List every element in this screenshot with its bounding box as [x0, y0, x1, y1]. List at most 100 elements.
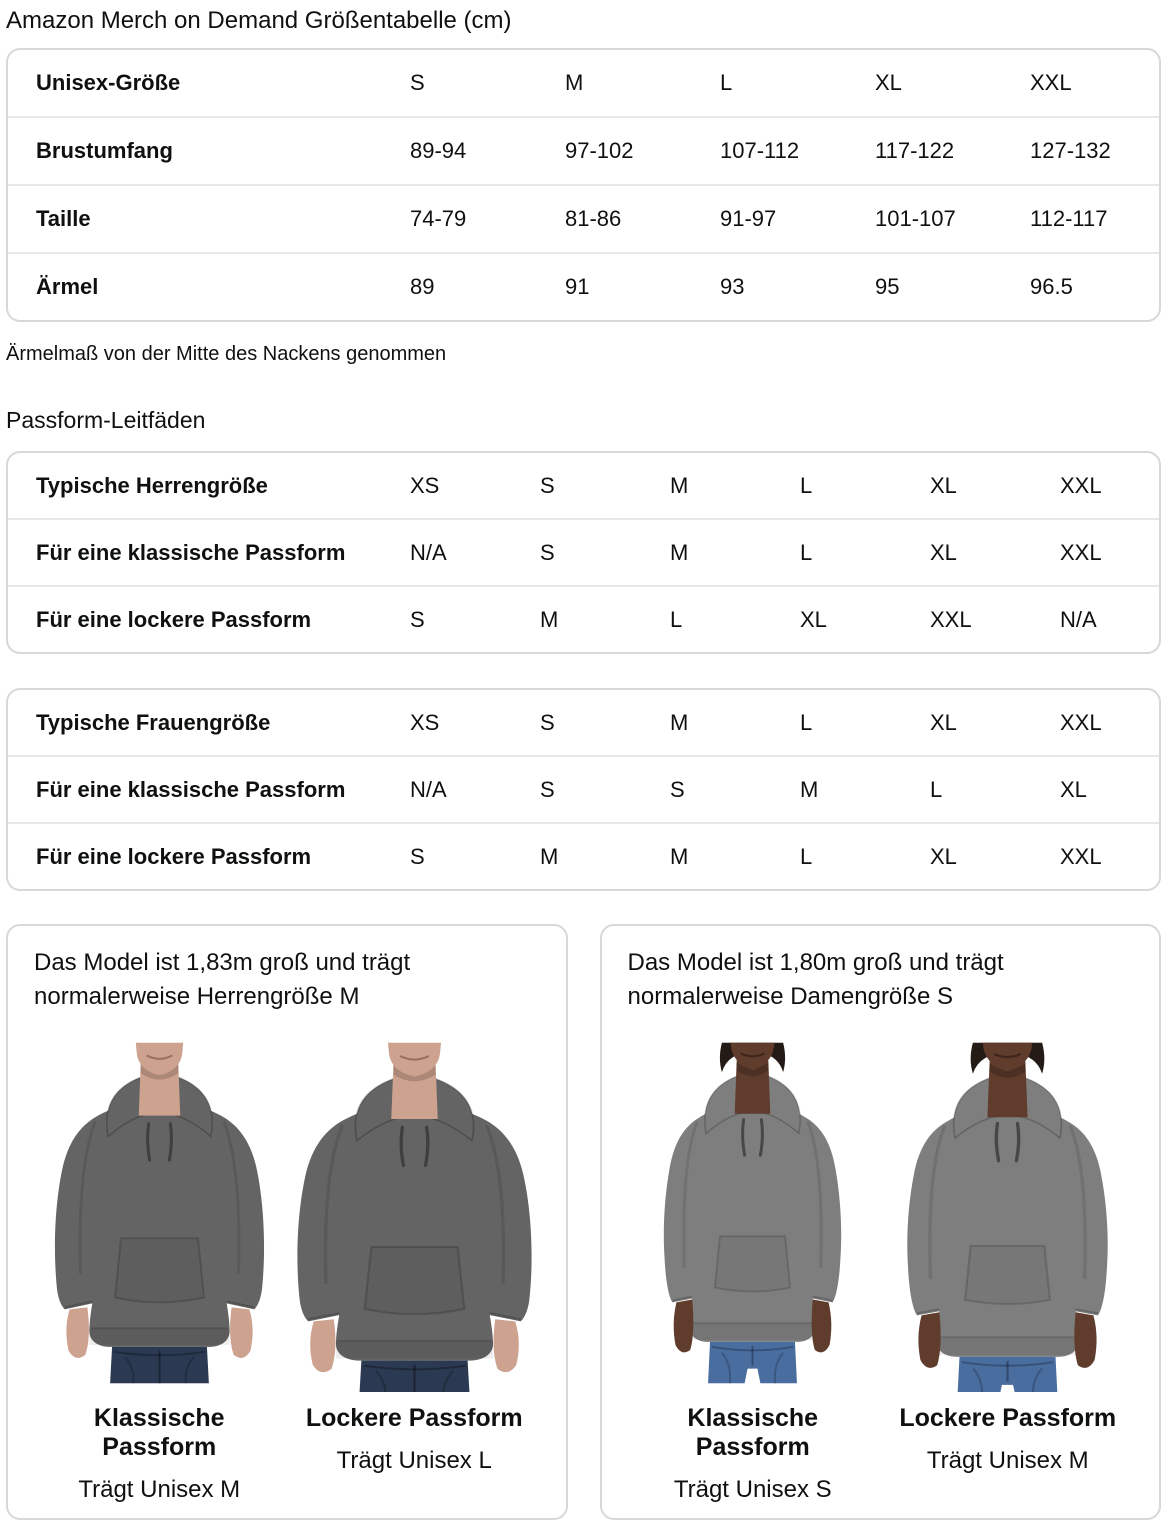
table-row: Taille 74-79 81-86 91-97 101-107 112-117 [8, 184, 1159, 252]
row-cell: S [540, 709, 555, 735]
row-cell: M [670, 709, 689, 735]
row-cell: XXL [1060, 539, 1102, 565]
row-cell: S [540, 776, 555, 802]
row-cell: XL [930, 843, 957, 869]
row-label: Typische Frauengröße [36, 709, 271, 735]
model-photo-man-classic-fit [36, 1034, 283, 1392]
row-cell: L [800, 472, 813, 498]
row-label: Für eine lockere Passform [36, 606, 312, 632]
row-cell: 101-107 [875, 206, 956, 231]
row-cell: 117-122 [875, 138, 955, 163]
row-cell: 93 [720, 274, 745, 299]
row-label: Taille [36, 206, 91, 231]
figures-row: Klassische Passform Trägt Unisex M Locke… [32, 1034, 542, 1504]
figure-wears-label: Trägt Unisex M [926, 1447, 1089, 1474]
model-photo-man-loose-fit [291, 1034, 538, 1392]
figure-wears-label: Trägt Unisex S [673, 1476, 832, 1503]
row-cell: M [670, 539, 689, 565]
row-cell: XXL [1060, 843, 1102, 869]
row-cell: 112-117 [1030, 206, 1108, 231]
figure-wears-label: Trägt Unisex M [78, 1476, 241, 1503]
figure-wears-label: Trägt Unisex L [336, 1447, 492, 1474]
table-row: Unisex-Größe S M L XL XXL [8, 50, 1159, 116]
row-cell: M [540, 606, 559, 632]
fit-guides-heading: Passform-Leitfäden [6, 407, 206, 433]
row-cell: 91-97 [720, 206, 777, 231]
row-cell: S [410, 606, 425, 632]
row-cell: XS [410, 472, 440, 498]
model-card-men: Das Model ist 1,83m groß und trägt norma… [6, 924, 568, 1520]
row-label: Typische Herrengröße [36, 472, 268, 498]
figure-fit-label: Klassische Passform [93, 1404, 225, 1461]
size-chart-table: Unisex-Größe S M L XL XXL Brustumfang 89… [6, 48, 1161, 322]
figure-loose-fit: Lockere Passform Trägt Unisex L [291, 1034, 538, 1504]
fit-table-men: Typische Herrengröße XS S M L XL XXL Für… [6, 451, 1161, 654]
figure-fit-label: Klassische Passform [687, 1404, 819, 1461]
row-cell: L [800, 843, 813, 869]
row-cell: S [410, 843, 425, 869]
page-title: Amazon Merch on Demand Größentabelle (cm… [6, 7, 512, 34]
table-row: Typische Herrengröße XS S M L XL XXL [8, 453, 1159, 518]
row-cell: M [540, 843, 559, 869]
figure-fit-label: Lockere Passform [305, 1404, 523, 1432]
row-cell: L [800, 539, 813, 565]
row-cell: L [930, 776, 943, 802]
table-row: Für eine lockere Passform S M M L XL XXL [8, 822, 1159, 889]
row-label: Für eine klassische Passform [36, 539, 346, 565]
row-cell: M [565, 70, 584, 95]
row-cell: M [670, 472, 689, 498]
row-cell: XXL [1060, 709, 1102, 735]
row-cell: XL [800, 606, 827, 632]
table-row: Für eine klassische Passform N/A S M L X… [8, 518, 1159, 585]
row-label: Ärmel [36, 274, 99, 299]
row-cell: XXL [1060, 472, 1102, 498]
row-cell: S [540, 539, 555, 565]
row-cell: XL [1060, 776, 1087, 802]
table-row: Ärmel 89 91 93 95 96.5 [8, 252, 1159, 320]
row-cell: 89-94 [410, 138, 467, 163]
row-label: Für eine lockere Passform [36, 843, 312, 869]
table-row: Für eine lockere Passform S M L XL XXL N… [8, 585, 1159, 652]
row-cell: 96.5 [1030, 274, 1073, 299]
model-card-women: Das Model ist 1,80m groß und trägt norma… [599, 924, 1161, 1520]
row-cell: S [410, 70, 425, 95]
model-photo-woman-loose-fit [884, 1034, 1131, 1392]
row-cell: XL [930, 472, 957, 498]
table-row: Brustumfang 89-94 97-102 107-112 117-122… [8, 116, 1159, 184]
row-cell: 107-112 [720, 138, 800, 163]
row-cell: XS [410, 709, 440, 735]
row-cell: XL [875, 70, 902, 95]
row-cell: N/A [1060, 606, 1097, 632]
sleeve-measure-note: Ärmelmaß von der Mitte des Nackens genom… [6, 343, 447, 365]
row-cell: M [670, 843, 689, 869]
row-cell: L [720, 70, 733, 95]
row-cell: 81-86 [565, 206, 622, 231]
row-cell: 95 [875, 274, 900, 299]
row-cell: 91 [565, 274, 590, 299]
row-cell: 89 [410, 274, 435, 299]
model-description: Das Model ist 1,83m groß und trägt norma… [34, 949, 411, 1010]
row-cell: XXL [930, 606, 972, 632]
figure-classic-fit: Klassische Passform Trägt Unisex S [629, 1034, 876, 1504]
figure-loose-fit: Lockere Passform Trägt Unisex M [884, 1034, 1131, 1504]
figure-fit-label: Lockere Passform [899, 1404, 1117, 1432]
row-label: Unisex-Größe [36, 70, 181, 95]
row-cell: L [800, 709, 813, 735]
row-cell: 127-132 [1030, 138, 1111, 163]
fit-table-women: Typische Frauengröße XS S M L XL XXL Für… [6, 688, 1161, 891]
row-label: Brustumfang [36, 138, 173, 163]
row-cell: XXL [1030, 70, 1072, 95]
row-cell: S [540, 472, 555, 498]
row-cell: XL [930, 709, 957, 735]
row-cell: XL [930, 539, 957, 565]
row-cell: M [800, 776, 819, 802]
row-cell: N/A [410, 539, 447, 565]
row-label: Für eine klassische Passform [36, 776, 346, 802]
model-cards: Das Model ist 1,83m groß und trägt norma… [6, 924, 1161, 1520]
model-description: Das Model ist 1,80m groß und trägt norma… [627, 949, 1004, 1010]
row-cell: 74-79 [410, 206, 467, 231]
figure-classic-fit: Klassische Passform Trägt Unisex M [36, 1034, 283, 1504]
row-cell: N/A [410, 776, 447, 802]
row-cell: L [670, 606, 683, 632]
